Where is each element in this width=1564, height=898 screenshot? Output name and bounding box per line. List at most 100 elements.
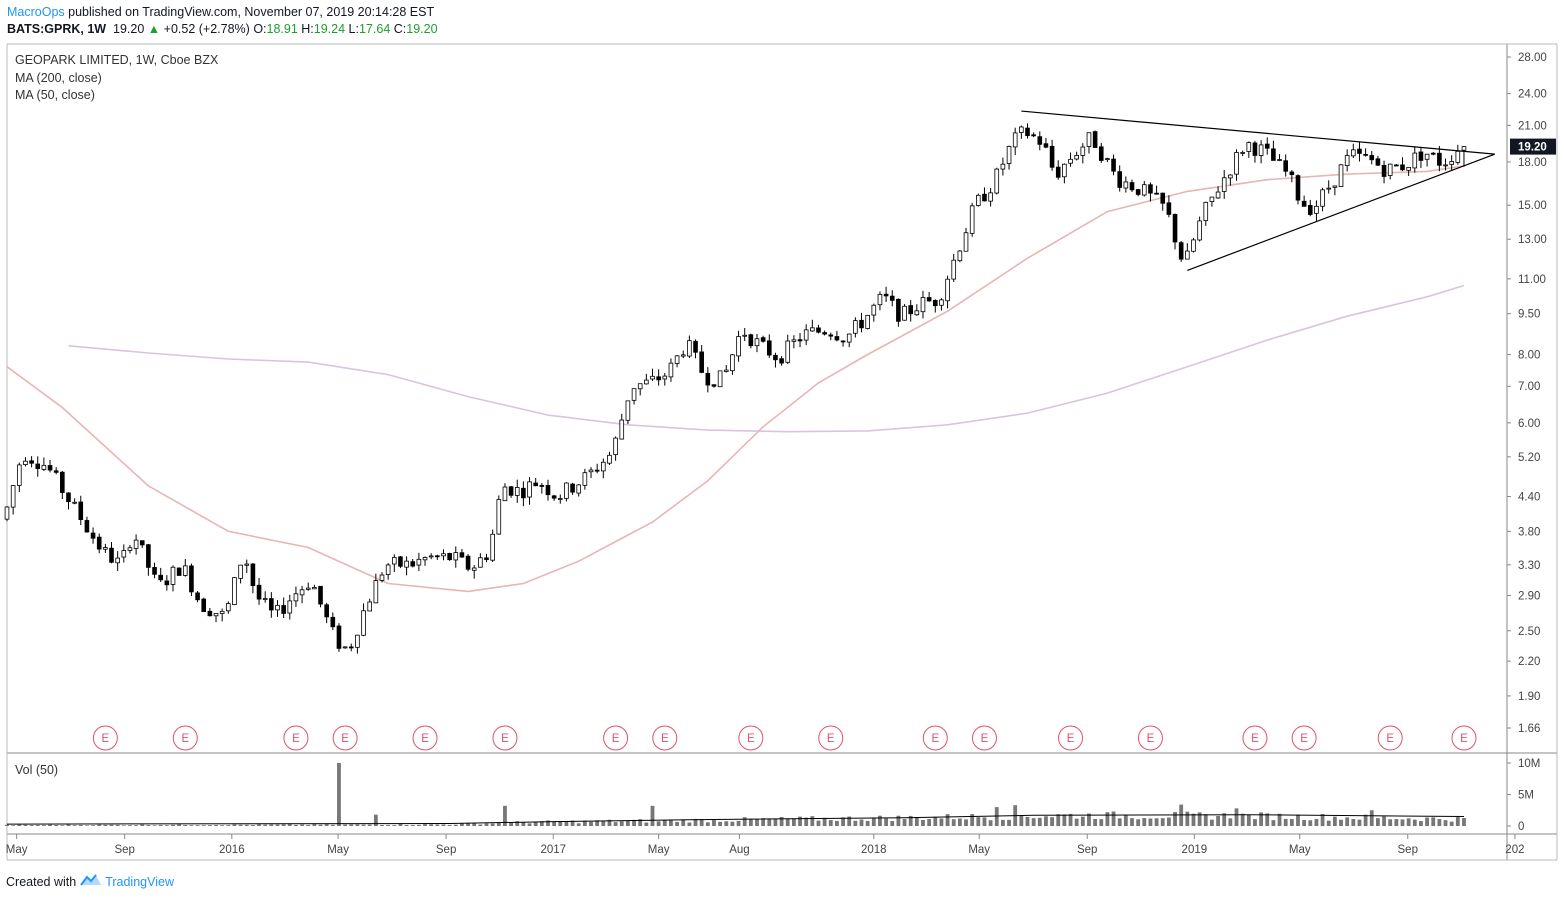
volume-bar [1130,818,1134,826]
volume-bar [1277,813,1282,826]
candle-up [865,314,870,329]
volume-bar [1087,813,1091,826]
volume-bar [5,824,9,826]
volume-bar [595,820,600,826]
time-tick-label: Sep [1077,844,1097,856]
candle-up [1141,184,1147,196]
candle-up [1197,220,1202,241]
volume-bar [841,817,845,826]
volume-bar [1253,819,1257,826]
volume-bar [349,824,354,826]
candle-up [312,587,317,590]
candle-up [644,379,649,385]
candle-up [41,464,47,470]
ma50-layer [6,165,1465,593]
time-tick-label: Aug [729,844,749,856]
legend-ma200[interactable]: MA (200, close) [15,70,102,85]
price-tick-label: 18.00 [1518,157,1547,169]
volume-bar [171,824,175,826]
volume-bar [429,824,434,826]
candle-up [16,464,22,486]
candle-down [656,376,661,381]
volume-bar [1210,819,1214,826]
volume-bar [1339,819,1343,826]
candle-up [945,278,950,302]
candle-up [127,547,133,551]
volume-bar [103,824,108,826]
volume-bar [367,824,372,826]
candle-up [103,547,108,550]
candle-up [226,603,231,612]
price-tick-label: 13.00 [1518,234,1547,246]
ma50-line [6,165,1465,593]
volume-bar [318,824,323,826]
volume-bar [761,818,766,826]
volume-bar [355,824,360,826]
volume-bar [767,818,772,826]
tradingview-link[interactable]: TradingView [105,874,174,889]
price-change: +0.52 (+2.78%) [163,22,250,36]
volume-bar [964,819,968,826]
candle-up [1246,142,1252,152]
volume-bar [1099,819,1104,826]
candle-up [1105,158,1110,160]
candle-down [1049,145,1055,168]
volume-bar [914,816,919,826]
volume-bar [232,824,237,826]
candle-up [1221,177,1227,192]
volume-bar [1314,818,1319,826]
candle-down [889,295,895,301]
volume-bar [699,819,704,826]
candle-down [859,319,864,329]
volume-bar [736,820,741,826]
price-tick-label: 2.90 [1518,591,1540,603]
candle-up [72,501,77,504]
volume-bar [533,822,538,826]
candle-up [582,472,588,486]
candle-down [1363,153,1368,156]
earnings-marker-label: E [181,733,189,745]
candle-down [189,565,194,593]
volume-bar [269,824,274,826]
candle-up [619,419,625,440]
legend-ma50[interactable]: MA (50, close) [15,88,95,102]
volume-bar [257,824,261,826]
volume-bar [1363,814,1368,826]
volume-legend[interactable]: Vol (50) [15,763,59,777]
earnings-marker [92,725,118,751]
volume-bar [1271,820,1276,826]
volume-bar [1037,817,1042,826]
volume-bar [607,819,612,826]
ohlc-header: BATS:GPRK, 1W 19.20 ▲ +0.52 (+2.78%) O:1… [7,22,438,36]
time-tick-label: May [1289,844,1311,856]
candle-down [164,580,170,586]
volume-bar [1289,819,1294,826]
candle-up [1203,201,1209,221]
volume-bar [970,814,975,826]
volume-bar [1228,818,1233,826]
ma200-line [68,284,1465,433]
candle-up [994,168,1000,194]
volume-bar [1357,819,1362,826]
volume-bar [1443,820,1448,826]
volume-bar [748,818,753,826]
candle-down [35,463,41,469]
earnings-marker-label: E [1251,733,1259,745]
tradingview-logo-icon[interactable] [80,873,102,890]
volume-bar [158,824,163,826]
volume-bar [183,825,188,826]
candle-up [957,250,963,262]
volume-bar [1412,819,1417,826]
volume-bar [300,824,304,826]
candle-down [318,585,323,605]
author-link[interactable]: MacroOps [7,5,65,19]
volume-bar [515,821,520,826]
time-tick-label: Sep [114,844,134,856]
earnings-marker [738,725,764,751]
candle-down [932,299,938,307]
volume-bar [35,824,40,826]
open-value: 18.91 [266,22,298,36]
volume-bar [361,824,366,826]
price-tick-label: 15.00 [1518,200,1547,212]
